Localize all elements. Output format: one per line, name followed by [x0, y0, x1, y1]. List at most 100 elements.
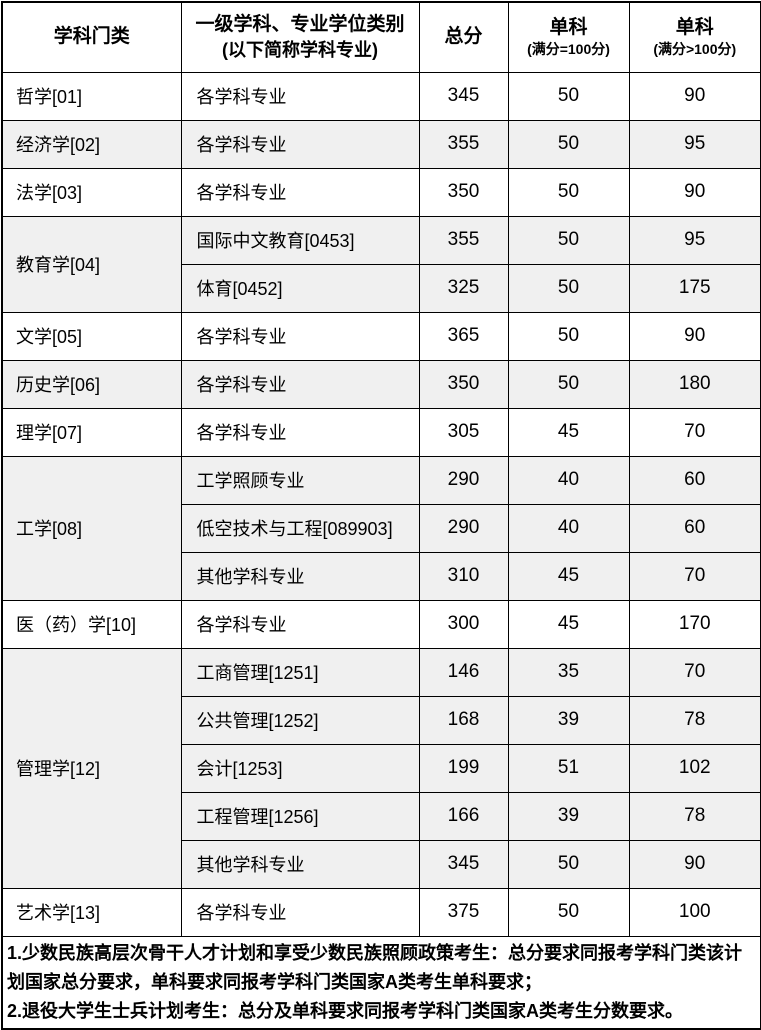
single-subject-100-cell: 50 [507, 71, 630, 121]
single-subject-over-100-cell: 60 [628, 455, 761, 505]
major-cell: 各学科专业 [180, 71, 420, 121]
major-cell: 会计[1253] [180, 743, 420, 793]
major-cell: 各学科专业 [180, 119, 420, 169]
header-single-subject-100-sub: (满分=100分) [527, 41, 610, 58]
table-row: 教育学[04] 国际中文教育[0453] 355 50 95 [1, 215, 761, 313]
total-score-cell: 199 [418, 743, 509, 793]
single-subject-over-100-cell: 175 [628, 263, 761, 313]
single-subject-over-100-cell: 95 [628, 119, 761, 169]
total-score-cell: 146 [418, 647, 509, 697]
score-table-body: 哲学[01] 各学科专业 345 50 90 经济学[02] 各学科专业 355 50 95 法学[… [1, 71, 761, 937]
single-subject-over-100-cell: 70 [628, 551, 761, 601]
single-subject-over-100-cell: 170 [628, 599, 761, 649]
single-subject-over-100-cell: 60 [628, 503, 761, 553]
table-row: 医（药）学[10] 各学科专业 300 45 170 [1, 599, 761, 649]
category-cell: 管理学[12] [1, 647, 182, 889]
header-discipline-line2: (以下简称学科专业) [222, 40, 378, 61]
total-score-cell: 166 [418, 791, 509, 841]
table-row: 法学[03] 各学科专业 350 50 90 [1, 167, 761, 217]
total-score-cell: 290 [418, 503, 509, 553]
table-row: 理学[07] 各学科专业 305 45 70 [1, 407, 761, 457]
category-cell: 工学[08] [1, 455, 182, 601]
note-2: 2.退役大学生士兵计划考生：总分及单科要求同报考学科门类国家A类考生分数要求。 [7, 1000, 684, 1021]
major-cell: 其他学科专业 [180, 839, 420, 889]
major-cell: 工程管理[1256] [180, 791, 420, 841]
major-cell: 工学照顾专业 [180, 455, 420, 505]
table-row: 体育[0452] 325 50 175 [2, 263, 761, 313]
single-subject-over-100-cell: 78 [628, 791, 761, 841]
single-subject-100-cell: 50 [507, 167, 630, 217]
header-single-subject-over-100: 单科 (满分>100分) [628, 1, 761, 73]
single-subject-over-100-cell: 180 [628, 359, 761, 409]
header-single-subject-100: 单科 (满分=100分) [507, 1, 630, 73]
table-row: 其他学科专业 345 50 90 [2, 839, 761, 889]
major-cell: 各学科专业 [180, 167, 420, 217]
single-subject-100-cell: 50 [507, 119, 630, 169]
total-score-cell: 168 [418, 695, 509, 745]
score-table-header: 学科门类 一级学科、专业学位类别 (以下简称学科专业) 总分 单科 (满分=10… [1, 1, 761, 73]
major-cell: 低空技术与工程[089903] [180, 503, 420, 553]
major-cell: 其他学科专业 [180, 551, 420, 601]
total-score-cell: 355 [418, 119, 509, 169]
total-score-cell: 310 [418, 551, 509, 601]
total-score-cell: 290 [418, 455, 509, 505]
single-subject-100-cell: 50 [507, 359, 630, 409]
table-row: 工学[08] 工学照顾专业 290 40 60 [1, 455, 761, 601]
header-total-score: 总分 [418, 1, 509, 73]
major-cell: 各学科专业 [180, 311, 420, 361]
total-score-cell: 350 [418, 167, 509, 217]
single-subject-100-cell: 39 [507, 695, 630, 745]
single-subject-100-cell: 50 [507, 311, 630, 361]
header-discipline: 一级学科、专业学位类别 (以下简称学科专业) [180, 1, 420, 73]
single-subject-over-100-cell: 90 [628, 311, 761, 361]
single-subject-100-cell: 50 [507, 263, 630, 313]
single-subject-100-cell: 39 [507, 791, 630, 841]
single-subject-over-100-cell: 100 [628, 887, 761, 937]
category-cell: 理学[07] [1, 407, 182, 457]
score-table-footer: 1.少数民族高层次骨干人才计划和享受少数民族照顾政策考生：总分要求同报考学科门类… [1, 935, 761, 1029]
table-row: 文学[05] 各学科专业 365 50 90 [1, 311, 761, 361]
major-cell: 工商管理[1251] [180, 647, 420, 697]
table-row: 哲学[01] 各学科专业 345 50 90 [1, 71, 761, 121]
single-subject-over-100-cell: 90 [628, 71, 761, 121]
single-subject-over-100-cell: 90 [628, 167, 761, 217]
single-subject-100-cell: 40 [507, 503, 630, 553]
header-discipline-line1: 一级学科、专业学位类别 [195, 13, 405, 35]
major-cell: 体育[0452] [180, 263, 420, 313]
single-subject-over-100-cell: 78 [628, 695, 761, 745]
single-subject-100-cell: 50 [507, 839, 630, 889]
notes-row: 1.少数民族高层次骨干人才计划和享受少数民族照顾政策考生：总分要求同报考学科门类… [1, 935, 761, 1029]
total-score-cell: 350 [418, 359, 509, 409]
single-subject-over-100-cell: 102 [628, 743, 761, 793]
table-row: 低空技术与工程[089903] 290 40 60 [2, 503, 761, 553]
header-single-subject-over-100-label: 单科 [675, 16, 714, 38]
category-cell: 哲学[01] [1, 71, 182, 121]
major-cell: 各学科专业 [180, 887, 420, 937]
major-cell: 国际中文教育[0453] [180, 215, 420, 265]
header-category: 学科门类 [1, 1, 182, 73]
single-subject-over-100-cell: 95 [628, 215, 761, 265]
category-cell: 文学[05] [1, 311, 182, 361]
category-cell: 法学[03] [1, 167, 182, 217]
table-row: 管理学[12] 工商管理[1251] 146 35 70 [1, 647, 761, 889]
total-score-cell: 375 [418, 887, 509, 937]
single-subject-100-cell: 45 [507, 551, 630, 601]
category-cell: 医（药）学[10] [1, 599, 182, 649]
single-subject-100-cell: 40 [507, 455, 630, 505]
total-score-cell: 345 [418, 839, 509, 889]
category-cell: 经济学[02] [1, 119, 182, 169]
table-row: 其他学科专业 310 45 70 [2, 551, 761, 601]
table-row: 经济学[02] 各学科专业 355 50 95 [1, 119, 761, 169]
major-cell: 公共管理[1252] [180, 695, 420, 745]
total-score-cell: 305 [418, 407, 509, 457]
single-subject-100-cell: 45 [507, 407, 630, 457]
category-cell: 艺术学[13] [1, 887, 182, 937]
header-single-subject-over-100-sub: (满分>100分) [653, 41, 737, 58]
total-score-cell: 325 [418, 263, 509, 313]
major-cell: 各学科专业 [180, 359, 420, 409]
table-row: 工程管理[1256] 166 39 78 [2, 791, 761, 841]
note-1: 1.少数民族高层次骨干人才计划和享受少数民族照顾政策考生：总分要求同报考学科门类… [7, 942, 743, 992]
single-subject-100-cell: 51 [507, 743, 630, 793]
single-subject-100-cell: 35 [507, 647, 630, 697]
